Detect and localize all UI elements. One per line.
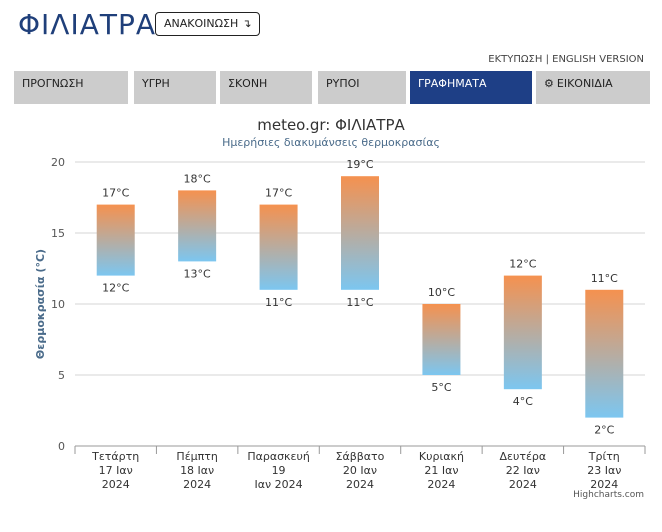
tab-label: ΡΥΠΟΙ: [326, 77, 360, 90]
temperature-bar: [503, 275, 542, 390]
y-tick-label: 10: [51, 298, 65, 311]
chart-title: meteo.gr: ΦΙΛΙΑΤΡΑ: [257, 116, 405, 134]
x-tick-label: 18 Ιαν: [180, 464, 214, 477]
low-label: 11°C: [346, 296, 373, 309]
x-tick-label: 22 Ιαν: [506, 464, 540, 477]
y-axis-title: Θερμοκρασία (°C): [34, 249, 47, 359]
tab-forecast[interactable]: ΠΡΟΓΝΩΣΗ: [14, 71, 128, 104]
y-tick-label: 15: [51, 227, 65, 240]
nav-tabs: ΠΡΟΓΝΩΣΗ ΥΓΡΗ ΣΚΟΝΗ ΡΥΠΟΙ ΓΡΑΦΗΜΑΤΑ ⚙ ΕΙΚ…: [14, 71, 650, 104]
x-tick-label: Παρασκευή: [247, 450, 310, 463]
credits-link[interactable]: Highcharts.com: [573, 490, 644, 500]
tab-humidity[interactable]: ΥΓΡΗ: [134, 71, 216, 104]
x-tick-label: 2024: [509, 478, 537, 491]
low-label: 12°C: [102, 282, 129, 295]
x-tick-label: 17 Ιαν: [99, 464, 133, 477]
low-label: 11°C: [265, 296, 292, 309]
x-tick-label: 19: [272, 464, 286, 477]
x-tick-label: Ιαν 2024: [255, 478, 303, 491]
high-label: 18°C: [184, 172, 211, 185]
temperature-bar: [178, 190, 217, 262]
english-version-link[interactable]: ENGLISH VERSION: [552, 54, 644, 65]
x-tick-label: Δευτέρα: [500, 450, 547, 463]
temperature-bar: [422, 304, 461, 375]
temperature-chart: meteo.gr: ΦΙΛΙΑΤΡΑ Ημερήσιες διακυμάνσει…: [0, 110, 662, 532]
y-tick-label: 5: [58, 369, 65, 382]
x-tick-label: Κυριακή: [419, 450, 464, 463]
low-label: 13°C: [184, 267, 211, 280]
low-label: 2°C: [594, 424, 614, 437]
announcement-label: ΑΝΑΚΟΙΝΩΣΗ: [164, 17, 239, 30]
site-title[interactable]: ΦΙΛΙΑΤΡΑ: [18, 8, 157, 41]
x-tick-label: 21 Ιαν: [424, 464, 458, 477]
announcement-button[interactable]: ΑΝΑΚΟΙΝΩΣΗ ↴: [155, 12, 261, 36]
tab-dust[interactable]: ΣΚΟΝΗ: [220, 71, 312, 104]
high-label: 12°C: [509, 258, 536, 271]
x-tick-label: 2024: [102, 478, 130, 491]
link-separator: |: [545, 54, 549, 65]
temperature-bar: [585, 289, 624, 418]
low-label: 5°C: [431, 381, 451, 394]
x-tick-label: 2024: [346, 478, 374, 491]
x-tick-label: Σάββατο: [336, 450, 385, 463]
x-tick-label: 23 Ιαν: [587, 464, 621, 477]
high-label: 19°C: [346, 158, 373, 171]
temperature-bar: [341, 176, 379, 290]
x-tick-label: Τρίτη: [588, 450, 620, 463]
x-tick-label: 20 Ιαν: [343, 464, 377, 477]
tab-label: ΠΡΟΓΝΩΣΗ: [22, 77, 84, 90]
x-tick-label: 2024: [183, 478, 211, 491]
x-tick-label: Τετάρτη: [91, 450, 139, 463]
temperature-bar: [96, 204, 135, 276]
y-tick-label: 20: [51, 156, 65, 169]
y-tick-label: 0: [58, 440, 65, 453]
low-label: 4°C: [513, 395, 533, 408]
high-label: 10°C: [428, 286, 455, 299]
tab-pollutants[interactable]: ΡΥΠΟΙ: [318, 71, 406, 104]
chart-subtitle: Ημερήσιες διακυμάνσεις θερμοκρασίας: [222, 136, 440, 149]
gear-icon: ⚙: [544, 77, 554, 90]
x-tick-label: 2024: [427, 478, 455, 491]
x-tick-label: Πέμπτη: [176, 450, 217, 463]
temperature-bar: [259, 204, 298, 290]
high-label: 11°C: [591, 272, 618, 285]
tab-label: ΓΡΑΦΗΜΑΤΑ: [418, 77, 487, 90]
tab-charts[interactable]: ΓΡΑΦΗΜΑΤΑ: [410, 71, 532, 104]
arrow-turn-down-icon: ↴: [242, 17, 252, 30]
high-label: 17°C: [265, 187, 292, 200]
tab-label: ΕΙΚΟΝΙΔΙΑ: [556, 77, 613, 90]
tab-label: ΥΓΡΗ: [142, 77, 170, 90]
x-tick-label: 2024: [590, 478, 618, 491]
tab-label: ΣΚΟΝΗ: [228, 77, 268, 90]
top-links: ΕΚΤΥΠΩΣΗ | ENGLISH VERSION: [488, 54, 644, 65]
print-link[interactable]: ΕΚΤΥΠΩΣΗ: [488, 54, 543, 65]
tab-widgets[interactable]: ⚙ ΕΙΚΟΝΙΔΙΑ: [536, 71, 650, 104]
high-label: 17°C: [102, 187, 129, 200]
